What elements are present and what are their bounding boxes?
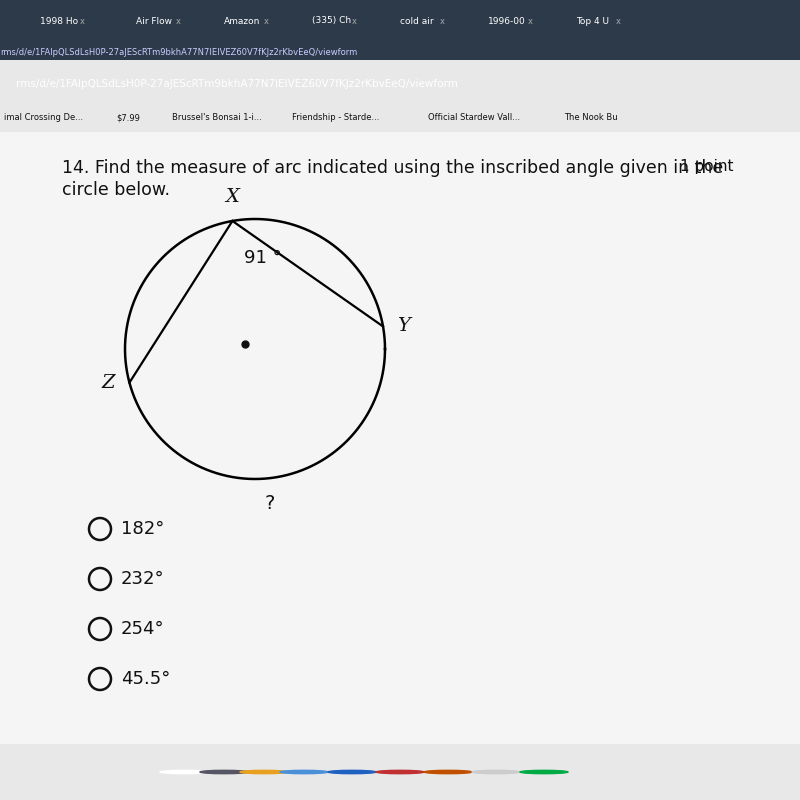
Circle shape <box>520 770 568 774</box>
Text: circle below.: circle below. <box>62 181 170 199</box>
Text: (335) Ch: (335) Ch <box>312 17 351 26</box>
Circle shape <box>472 770 520 774</box>
Text: x: x <box>616 17 621 26</box>
Text: x: x <box>440 17 445 26</box>
Text: x: x <box>528 17 533 26</box>
Text: $7.99: $7.99 <box>116 113 140 122</box>
Text: Air Flow: Air Flow <box>136 17 172 26</box>
Text: 182°: 182° <box>121 520 164 538</box>
Text: x: x <box>352 17 357 26</box>
Text: 232°: 232° <box>121 570 165 588</box>
Text: 45.5°: 45.5° <box>121 670 170 688</box>
Text: Y: Y <box>397 318 410 335</box>
Text: Amazon: Amazon <box>224 17 260 26</box>
Text: Top 4 U: Top 4 U <box>576 17 609 26</box>
Circle shape <box>424 770 472 774</box>
Text: rms/d/e/1FAlpQLSdLsH0P-27aJEScRTm9bkhA77N7IEIVEZ60V7fKJz2rKbvEeQ/viewform: rms/d/e/1FAlpQLSdLsH0P-27aJEScRTm9bkhA77… <box>0 48 358 57</box>
Circle shape <box>160 770 208 774</box>
Text: x: x <box>176 17 181 26</box>
Text: 1996-00: 1996-00 <box>488 17 526 26</box>
Text: The Nook Bu: The Nook Bu <box>564 113 618 122</box>
Circle shape <box>376 770 424 774</box>
Circle shape <box>328 770 376 774</box>
Text: rms/d/e/1FAlpQLSdLsH0P-27aJEScRTm9bkhA77N7IEIVEZ60V7fKJz2rKbvEeQ/viewform: rms/d/e/1FAlpQLSdLsH0P-27aJEScRTm9bkhA77… <box>16 79 458 89</box>
Text: 14. Find the measure of arc indicated using the inscribed angle given in the: 14. Find the measure of arc indicated us… <box>62 159 723 177</box>
Text: Brussel's Bonsai 1-i...: Brussel's Bonsai 1-i... <box>172 113 262 122</box>
Text: 1998 Ho: 1998 Ho <box>40 17 78 26</box>
Circle shape <box>200 770 248 774</box>
Text: 91 °: 91 ° <box>245 249 282 267</box>
Text: ?: ? <box>265 494 275 513</box>
Text: Official Stardew Vall...: Official Stardew Vall... <box>428 113 520 122</box>
Text: Friendship - Starde...: Friendship - Starde... <box>292 113 379 122</box>
Text: 254°: 254° <box>121 620 165 638</box>
Text: x: x <box>264 17 269 26</box>
Text: x: x <box>80 17 85 26</box>
Circle shape <box>240 770 288 774</box>
Text: 1 point: 1 point <box>680 159 734 174</box>
Text: Z: Z <box>102 374 115 392</box>
Text: X: X <box>226 188 239 206</box>
Circle shape <box>280 770 328 774</box>
Text: imal Crossing De...: imal Crossing De... <box>4 113 83 122</box>
Text: cold air: cold air <box>400 17 434 26</box>
